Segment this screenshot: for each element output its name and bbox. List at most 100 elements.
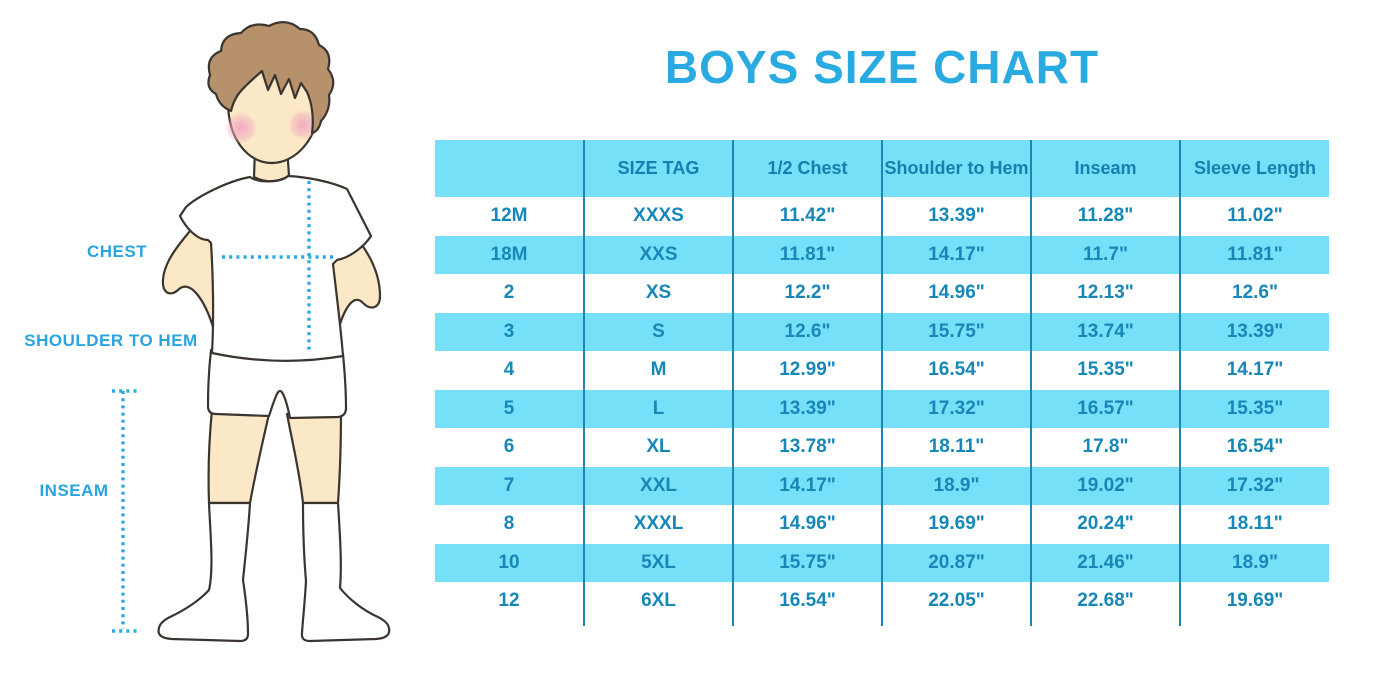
table-cell: 12.13" <box>1031 274 1181 313</box>
divider-extension-cell <box>435 620 585 626</box>
divider-extension-row <box>435 620 1329 626</box>
table-cell: XXXL <box>584 505 734 544</box>
table-cell: 18.11" <box>1180 505 1329 544</box>
table-header: SIZE TAG 1/2 Chest Shoulder to Hem Inseam Sl… <box>435 140 1329 197</box>
inseam-label: INSEAM <box>39 481 109 500</box>
column-header <box>435 140 585 197</box>
table-cell: 15.35" <box>1031 351 1181 390</box>
table-cell: 11.02" <box>1180 197 1329 236</box>
right-sock <box>300 501 391 643</box>
table-cell: 13.74" <box>1031 312 1181 351</box>
table-cell: 11.42" <box>733 197 883 236</box>
table-cell: 11.81" <box>1180 235 1329 274</box>
table-cell: 17.32" <box>882 389 1032 428</box>
table-cell: 10 <box>435 543 585 582</box>
table-cell: XXL <box>584 466 734 505</box>
table-cell: 15.35" <box>1180 389 1329 428</box>
table-row: 4 M 12.99" 16.54" 15.35" 14.17" <box>435 351 1329 390</box>
table-row: 6 XL 13.78" 18.11" 17.8" 16.54" <box>435 428 1329 467</box>
table-cell: 18M <box>435 235 585 274</box>
table-cell: 13.39" <box>1180 312 1329 351</box>
table-cell: 19.69" <box>882 505 1032 544</box>
table-cell: 12.6" <box>1180 274 1329 313</box>
table-cell: 11.7" <box>1031 235 1181 274</box>
table-cell: 18.9" <box>882 466 1032 505</box>
table-cell: 8 <box>435 505 585 544</box>
table-row: 3 S 12.6" 15.75" 13.74" 13.39" <box>435 312 1329 351</box>
divider-extension-cell <box>1031 620 1181 626</box>
divider-extension-cell <box>882 620 1032 626</box>
column-header: Shoulder to Hem <box>882 140 1032 197</box>
table-cell: 11.81" <box>733 235 883 274</box>
table-cell: 6 <box>435 428 585 467</box>
table-header-row: SIZE TAG 1/2 Chest Shoulder to Hem Inseam Sl… <box>435 140 1329 197</box>
chest-label: CHEST <box>86 242 148 261</box>
table-row: 12M XXXS 11.42" 13.39" 11.28" 11.02" <box>435 197 1329 236</box>
table-cell: 3 <box>435 312 585 351</box>
table-cell: 16.54" <box>733 582 883 621</box>
table-row: 5 L 13.39" 17.32" 16.57" 15.35" <box>435 389 1329 428</box>
table-cell: 12.6" <box>733 312 883 351</box>
column-header: Sleeve Length <box>1180 140 1329 197</box>
table-cell: 15.75" <box>733 543 883 582</box>
table-cell: XL <box>584 428 734 467</box>
divider-extension-cell <box>1180 620 1329 626</box>
table-cell: XXS <box>584 235 734 274</box>
table-cell: 16.54" <box>882 351 1032 390</box>
table-cell: 4 <box>435 351 585 390</box>
table-cell: 13.78" <box>733 428 883 467</box>
table-cell: XXXS <box>584 197 734 236</box>
t-shirt <box>178 174 373 362</box>
table-row: 10 5XL 15.75" 20.87" 21.46" 18.9" <box>435 543 1329 582</box>
table-cell: 21.46" <box>1031 543 1181 582</box>
page-title: BOYS SIZE CHART <box>664 41 1100 93</box>
table-row: 2 XS 12.2" 14.96" 12.13" 12.6" <box>435 274 1329 313</box>
table-cell: 22.68" <box>1031 582 1181 621</box>
divider-extension-cell <box>733 620 883 626</box>
table-cell: 20.24" <box>1031 505 1181 544</box>
table-cell: 22.05" <box>882 582 1032 621</box>
table-cell: 20.87" <box>882 543 1032 582</box>
table-cell: 6XL <box>584 582 734 621</box>
table-cell: XS <box>584 274 734 313</box>
table-row: 12 6XL 16.54" 22.05" 22.68" 19.69" <box>435 582 1329 621</box>
table-cell: M <box>584 351 734 390</box>
table-cell: 13.39" <box>882 197 1032 236</box>
table-cell: 12M <box>435 197 585 236</box>
divider-extension-cell <box>584 620 734 626</box>
table-cell: 14.17" <box>882 235 1032 274</box>
table-cell: 11.28" <box>1031 197 1181 236</box>
boy-figure-illustration <box>112 21 391 643</box>
table-cell: 7 <box>435 466 585 505</box>
table-cell: 19.69" <box>1180 582 1329 621</box>
hair <box>207 21 335 135</box>
size-table: SIZE TAG 1/2 Chest Shoulder to Hem Inseam Sl… <box>435 140 1329 626</box>
table-cell: 14.17" <box>1180 351 1329 390</box>
left-arm <box>161 223 224 350</box>
right-leg <box>285 407 343 505</box>
table-cell: 15.75" <box>882 312 1032 351</box>
table-row: 7 XXL 14.17" 18.9" 19.02" 17.32" <box>435 466 1329 505</box>
table-cell: 18.9" <box>1180 543 1329 582</box>
table-cell: 12.2" <box>733 274 883 313</box>
table-cell: 17.8" <box>1031 428 1181 467</box>
shorts <box>206 348 348 420</box>
table-cell: 16.54" <box>1180 428 1329 467</box>
shoulder-to-hem-label: SHOULDER TO HEM <box>24 331 198 350</box>
column-header: Inseam <box>1031 140 1181 197</box>
right-cheek <box>288 110 318 140</box>
table-cell: 19.02" <box>1031 466 1181 505</box>
left-cheek <box>225 112 257 144</box>
table-cell: 14.96" <box>733 505 883 544</box>
table-cell: 18.11" <box>882 428 1032 467</box>
table-cell: L <box>584 389 734 428</box>
table-cell: 16.57" <box>1031 389 1181 428</box>
table-cell: 12 <box>435 582 585 621</box>
column-header: 1/2 Chest <box>733 140 883 197</box>
left-leg <box>207 408 271 505</box>
table-cell: 13.39" <box>733 389 883 428</box>
table-cell: S <box>584 312 734 351</box>
left-sock <box>157 501 252 643</box>
table-cell: 17.32" <box>1180 466 1329 505</box>
